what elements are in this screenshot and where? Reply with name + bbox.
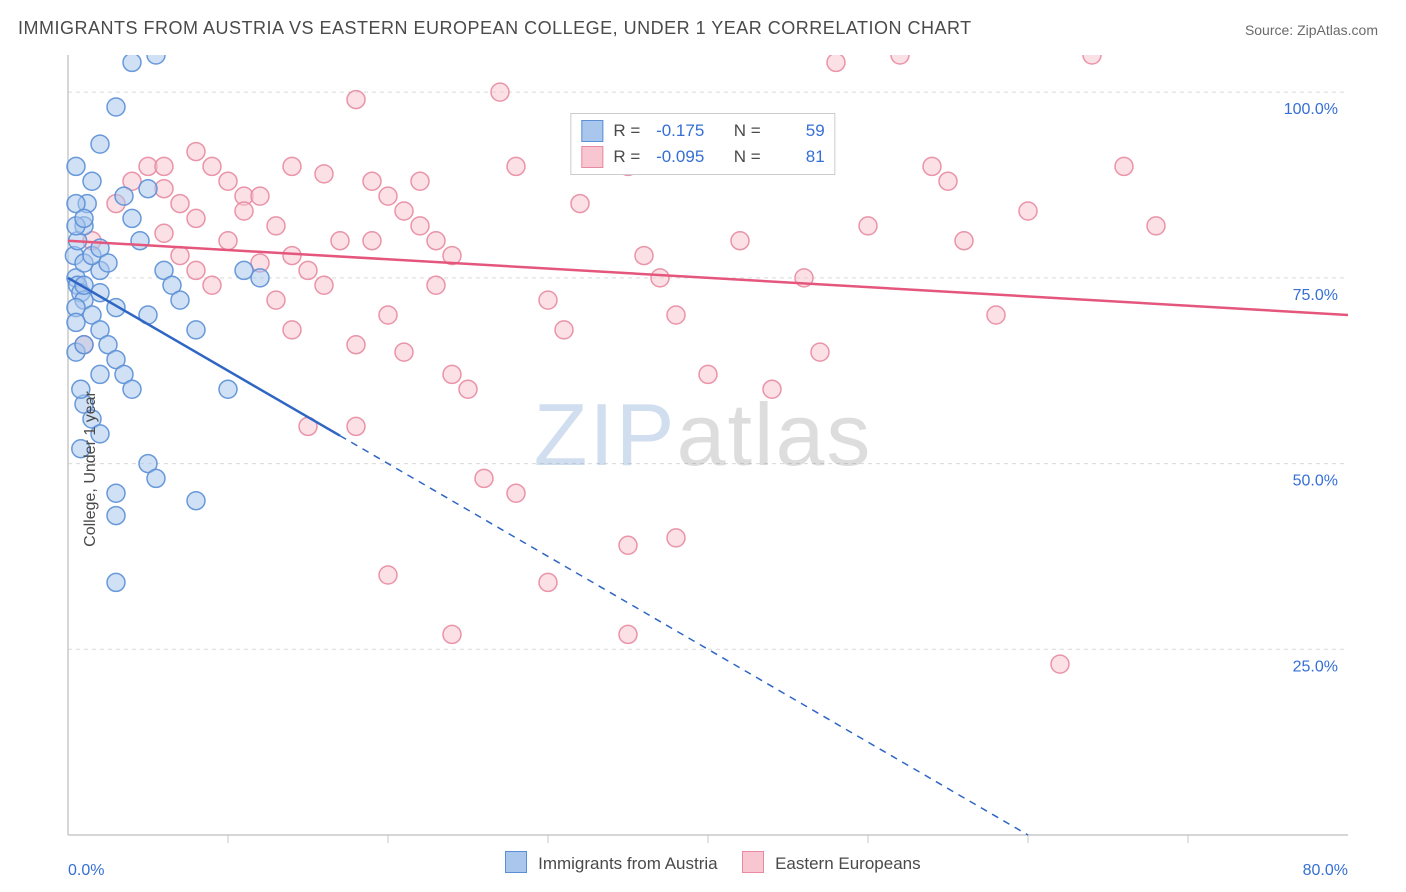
r-value-series2: -0.095 [650, 144, 704, 170]
legend-swatch-series2-bottom [742, 851, 764, 873]
chart-title: IMMIGRANTS FROM AUSTRIA VS EASTERN EUROP… [18, 18, 972, 39]
svg-text:25.0%: 25.0% [1293, 658, 1338, 675]
svg-text:75.0%: 75.0% [1293, 287, 1338, 304]
svg-text:100.0%: 100.0% [1284, 101, 1338, 118]
legend-bottom: Immigrants from Austria Eastern European… [18, 851, 1388, 874]
n-value-series2: 81 [771, 144, 825, 170]
y-axis-label: College, Under 1 year [82, 391, 100, 547]
chart-area: College, Under 1 year 25.0% 50.0% 75.0% 100… [18, 55, 1388, 882]
source-label: Source: [1245, 22, 1297, 38]
svg-text:50.0%: 50.0% [1293, 473, 1338, 490]
stats-row-series1: R = -0.175 N = 59 [581, 118, 824, 144]
n-label: N = [734, 118, 761, 144]
r-value-series1: -0.175 [650, 118, 704, 144]
legend-label-series2: Eastern Europeans [775, 854, 921, 873]
n-label: N = [734, 144, 761, 170]
scatter-chart: 25.0%50.0%75.0%100.0%0.0%80.0% [18, 55, 1388, 882]
legend-swatch-series2 [581, 146, 603, 168]
correlation-stats-box: R = -0.175 N = 59 R = -0.095 N = 81 [570, 113, 835, 175]
stats-row-series2: R = -0.095 N = 81 [581, 144, 824, 170]
legend-label-series1: Immigrants from Austria [538, 854, 718, 873]
r-label: R = [613, 144, 640, 170]
source-link[interactable]: ZipAtlas.com [1297, 22, 1378, 38]
n-value-series1: 59 [771, 118, 825, 144]
source-attribution: Source: ZipAtlas.com [1245, 22, 1378, 38]
r-label: R = [613, 118, 640, 144]
legend-swatch-series1 [581, 120, 603, 142]
legend-swatch-series1-bottom [505, 851, 527, 873]
